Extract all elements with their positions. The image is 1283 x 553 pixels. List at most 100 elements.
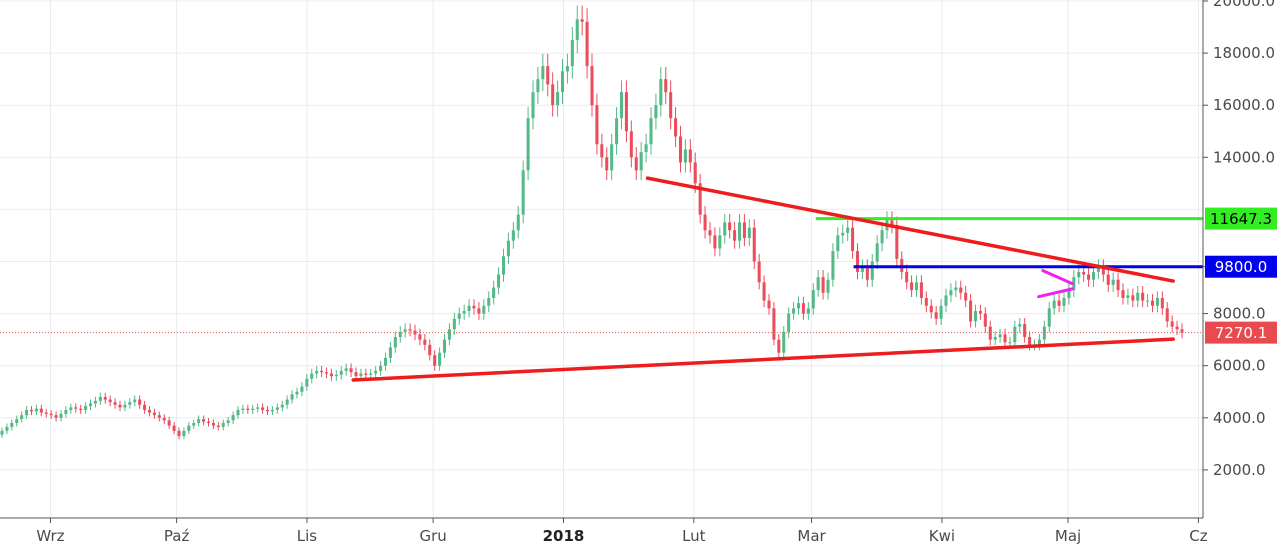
- candle-body: [870, 261, 874, 280]
- candle-body: [1165, 308, 1169, 322]
- candle-body: [742, 222, 746, 239]
- y-tick-label: 20000.0: [1213, 0, 1275, 10]
- candle-body: [25, 409, 29, 416]
- candle-body: [403, 329, 407, 332]
- x-tick-label: Kwi: [929, 527, 955, 545]
- candle-body: [590, 66, 594, 106]
- candle-body: [5, 426, 9, 431]
- candle-body: [39, 408, 43, 413]
- x-tick-label: 2018: [543, 527, 585, 545]
- candle-body: [969, 300, 973, 322]
- candle-body: [752, 227, 756, 262]
- candle-body: [664, 79, 668, 93]
- x-tick-label: Gru: [419, 527, 446, 545]
- candle-body: [10, 423, 14, 427]
- candle-body: [708, 230, 712, 236]
- candle-body: [472, 305, 476, 309]
- candle-body: [1042, 326, 1046, 340]
- candle-body: [256, 407, 260, 409]
- candle-body: [1072, 277, 1076, 291]
- candle-body: [713, 235, 717, 249]
- candle-body: [998, 334, 1002, 338]
- candle-body: [177, 430, 181, 437]
- candle-body: [806, 308, 810, 314]
- candle-body: [526, 118, 530, 171]
- candle-body: [855, 251, 860, 272]
- candle-body: [1008, 342, 1012, 344]
- candle-body: [138, 399, 142, 405]
- candle-body: [1101, 266, 1105, 275]
- candle-body: [944, 295, 948, 306]
- candle-body: [560, 71, 565, 93]
- candle-body: [477, 308, 481, 314]
- candle-body: [546, 66, 550, 85]
- candle-body: [1141, 292, 1145, 301]
- candle-body: [423, 339, 427, 345]
- candle-body: [541, 66, 545, 80]
- candle-body: [846, 227, 850, 233]
- candle-body: [1003, 334, 1007, 343]
- candle-body: [59, 413, 63, 418]
- pennant-line: [1041, 269, 1074, 286]
- trendline-uptrend: [351, 337, 1175, 382]
- candle-body: [585, 21, 589, 67]
- price-badges: 11647.3 9800.0 7270.1: [1205, 207, 1277, 344]
- gridlines: [0, 0, 1203, 518]
- candle-body: [1126, 295, 1130, 298]
- candle-body: [895, 225, 899, 259]
- candle-body: [197, 419, 201, 424]
- candle-body: [103, 396, 107, 400]
- candle-body: [536, 79, 540, 93]
- candle-body: [959, 287, 963, 293]
- candle-body: [497, 274, 501, 288]
- candle-body: [983, 313, 987, 327]
- candle-body: [1175, 326, 1179, 330]
- candle-body: [723, 222, 727, 236]
- candle-body: [329, 373, 333, 377]
- candle-body: [290, 394, 294, 400]
- candle-body: [15, 419, 19, 424]
- candle-body: [757, 261, 761, 283]
- candle-body: [320, 370, 324, 373]
- candle-body: [98, 396, 102, 401]
- candle-body: [388, 347, 392, 358]
- candle-body: [305, 378, 309, 387]
- candle-body: [703, 214, 707, 231]
- candle-body: [113, 402, 117, 405]
- x-tick-label: Maj: [1055, 527, 1081, 545]
- y-tick-label: 6000.0: [1213, 357, 1266, 375]
- candle-body: [0, 430, 4, 435]
- price-badge: [1205, 255, 1277, 278]
- candle-body: [1160, 297, 1164, 309]
- candle-body: [143, 404, 147, 410]
- axes: [0, 0, 1204, 519]
- candle-body: [280, 404, 284, 408]
- candle-body: [1057, 300, 1061, 306]
- candle-body: [521, 170, 525, 215]
- candle-body: [1018, 324, 1022, 327]
- candle-body: [1121, 290, 1125, 298]
- candle-body: [565, 66, 569, 72]
- candle-body: [270, 409, 274, 412]
- candle-body: [1028, 337, 1032, 345]
- candle-body: [674, 118, 678, 137]
- candle-body: [875, 243, 879, 262]
- candle-body: [767, 300, 771, 309]
- candle-body: [54, 415, 58, 418]
- candle-body: [1111, 279, 1115, 285]
- candle-body: [74, 407, 78, 409]
- candle-body: [202, 419, 206, 422]
- x-tick-label: Paź: [164, 527, 190, 545]
- candle-body: [467, 305, 471, 311]
- candle-body: [1067, 290, 1071, 298]
- candle-body: [1131, 295, 1135, 301]
- candle-body: [634, 157, 638, 171]
- candle-body: [801, 303, 805, 314]
- candle-body: [457, 313, 461, 319]
- price-badge-label: 7270.1: [1215, 324, 1268, 342]
- candle-body: [315, 370, 319, 374]
- candle-body: [1023, 324, 1027, 338]
- candle-body: [914, 282, 919, 291]
- candle-body: [1150, 300, 1155, 306]
- candle-body: [251, 408, 255, 410]
